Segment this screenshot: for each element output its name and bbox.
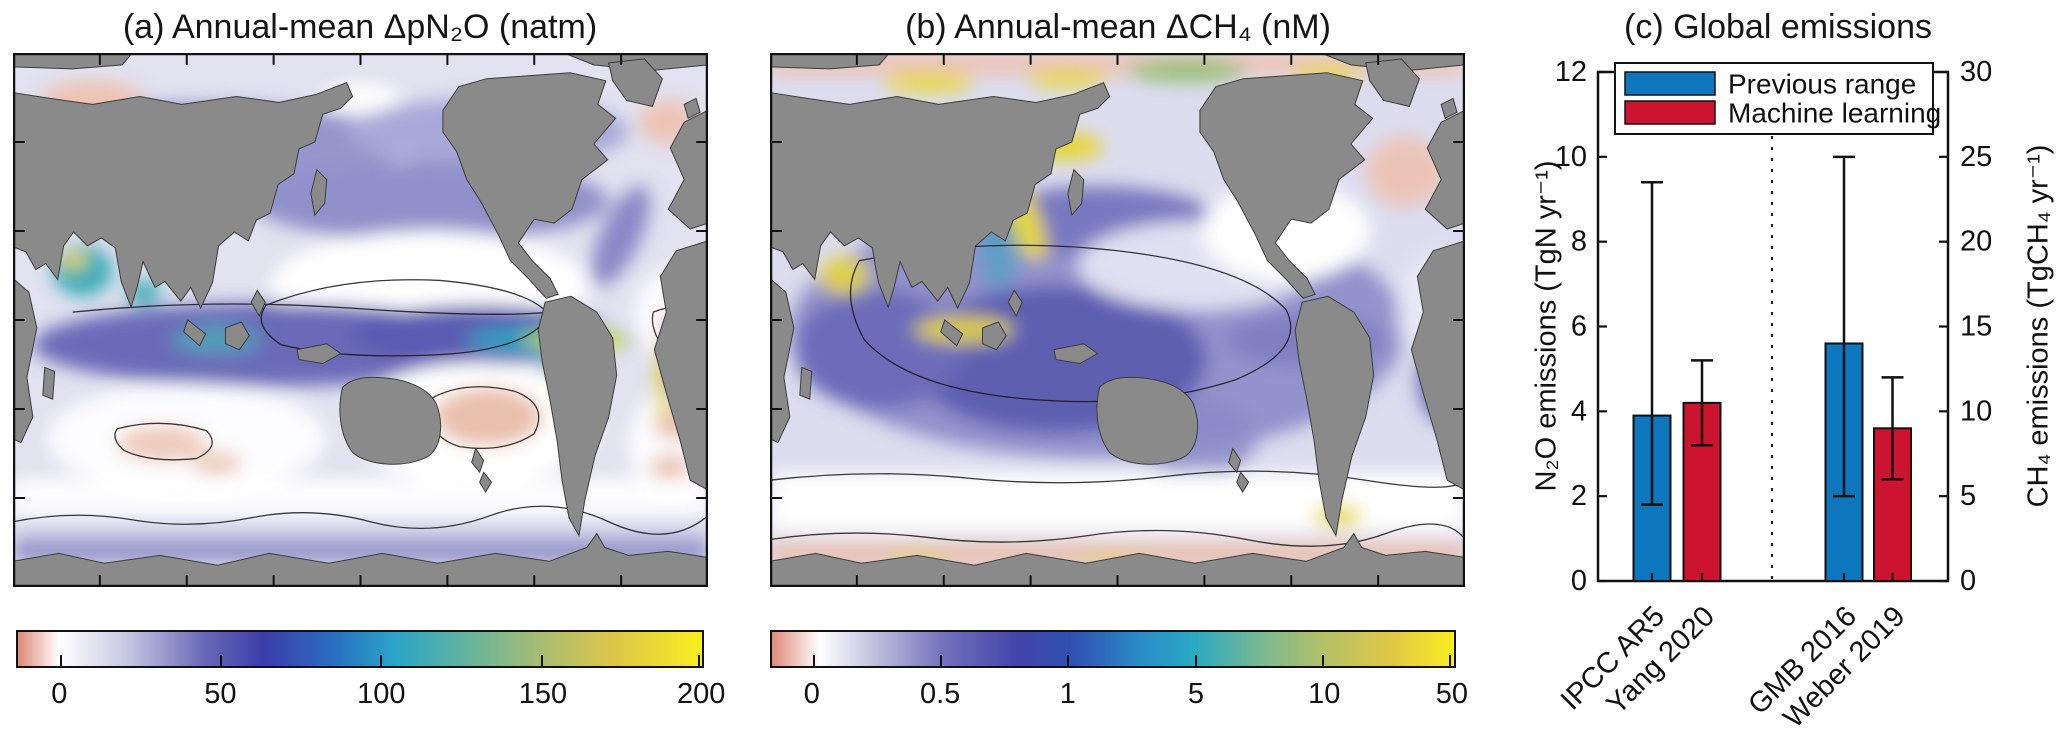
- colorbar-a-wrap: 0 50 100 150 200: [16, 630, 725, 710]
- map-frame-b: [770, 53, 1465, 587]
- colorbar-tick: [380, 655, 383, 666]
- colorbar-tick-label: 100: [357, 678, 406, 710]
- colorbar-tick: [60, 655, 63, 666]
- bars-group: [1632, 155, 1912, 583]
- colorbar-tick: [940, 655, 943, 666]
- colorbar-tick-label: 200: [677, 678, 726, 710]
- colorbar-tick: [220, 655, 223, 666]
- map-panel-a: [13, 53, 708, 587]
- colorbar-tick-label: 50: [204, 678, 237, 710]
- colorbar-tick: [1322, 655, 1325, 666]
- axis-ticks-group: 0 2 4 6 8 10 12 0 5 10 15 20 25 30: [1555, 56, 1993, 597]
- right-axis-tick-label: 15: [1960, 311, 1992, 343]
- colorbar-tick-label: 10: [1308, 678, 1341, 710]
- colorbar-tick: [1194, 655, 1197, 666]
- colorbar-tick-label: 0: [803, 678, 820, 710]
- right-axis-tick-label: 20: [1960, 226, 1992, 258]
- colorbar-tick: [1448, 655, 1451, 666]
- right-axis-tick-label: 0: [1960, 565, 1976, 597]
- colorbar-tick: [698, 655, 701, 666]
- colorbar-a: [16, 630, 704, 668]
- colorbar-tick-label: 50: [1435, 678, 1469, 710]
- legend-swatch: [1624, 100, 1716, 125]
- left-axis-tick-label: 6: [1571, 311, 1587, 343]
- map-frame-ticks-a: [14, 54, 707, 586]
- legend-swatch: [1624, 71, 1716, 96]
- colorbar-tick: [812, 655, 815, 666]
- colorbar-tick: [540, 655, 543, 666]
- panel-c-title: (c) Global emissions: [1624, 8, 1932, 46]
- colorbar-tick-label: 1: [1059, 678, 1076, 710]
- left-axis-tick-label: 12: [1555, 56, 1587, 88]
- right-axis-tick-label: 10: [1960, 395, 1992, 427]
- left-axis-tick-label: 8: [1571, 226, 1587, 258]
- colorbar-b-wrap: 0 0.5 1 5 10 50: [770, 630, 1468, 710]
- colorbar-tick-label: 150: [518, 678, 568, 710]
- left-axis-tick-label: 2: [1571, 480, 1587, 512]
- map-panel-b: [770, 53, 1465, 587]
- contour-lines-b: [770, 244, 1465, 547]
- left-axis-tick-label: 4: [1571, 395, 1587, 427]
- colorbar-tick-label: 5: [1187, 678, 1205, 710]
- left-axis-tick-label: 10: [1555, 141, 1587, 173]
- ocean-field-b: [770, 53, 1465, 569]
- right-axis-tick-label: 25: [1960, 141, 1992, 173]
- panel-a-title: (a) Annual-mean ΔpN₂O (natm): [122, 8, 598, 46]
- colorbar-tick: [1066, 655, 1069, 666]
- right-axis-tick-label: 30: [1960, 56, 1992, 88]
- legend-label: Machine learning: [1728, 98, 1941, 129]
- colorbar-tick-label: 0: [51, 678, 68, 710]
- legend-label: Previous range: [1728, 69, 1916, 100]
- map-frame-a: [13, 53, 708, 587]
- left-axis-tick-label: 0: [1571, 565, 1587, 597]
- colorbar-b: [770, 630, 1456, 668]
- right-axis-tick-label: 5: [1960, 480, 1976, 512]
- panel-b-title: (b) Annual-mean ΔCH₄ (nM): [905, 8, 1331, 46]
- map-frame-ticks-b: [771, 54, 1464, 586]
- colorbar-tick-label: 0.5: [919, 678, 961, 710]
